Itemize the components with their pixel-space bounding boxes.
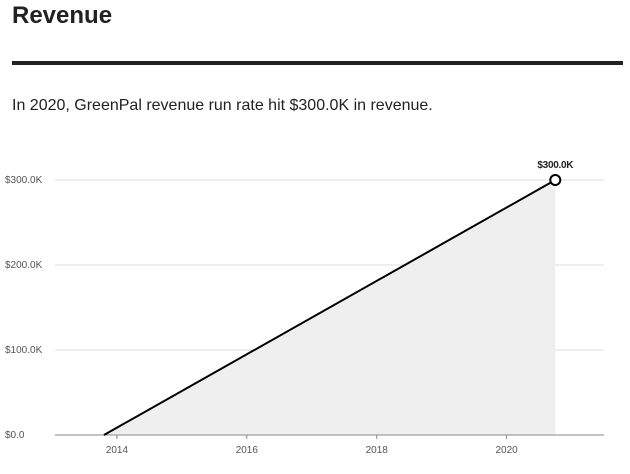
x-axis: [55, 434, 604, 439]
y-tick-label: $100.0K: [5, 345, 43, 356]
y-tick-label: $0.0: [5, 430, 25, 441]
x-tick-label: 2020: [495, 445, 518, 456]
x-tick-label: 2018: [366, 445, 389, 456]
y-tick-label: $300.0K: [5, 175, 43, 186]
y-tick-labels: $0.0 $100.0K $200.0K $300.0K: [5, 175, 43, 441]
data-point-marker: [549, 174, 562, 186]
title-divider: [12, 61, 623, 65]
x-tick-label: 2014: [106, 445, 129, 456]
x-tick-label: 2016: [236, 445, 259, 456]
chart-title: Revenue: [12, 2, 113, 29]
data-label: $300.0K: [537, 160, 574, 171]
x-tick-labels: 2014 2016 2018 2020: [106, 445, 518, 456]
y-tick-label: $200.0K: [5, 260, 43, 271]
series-line: [103, 179, 556, 436]
data-points: $300.0K: [537, 160, 575, 186]
chart-subtitle: In 2020, GreenPal revenue run rate hit $…: [12, 97, 433, 114]
series-line-layer: [103, 179, 556, 436]
